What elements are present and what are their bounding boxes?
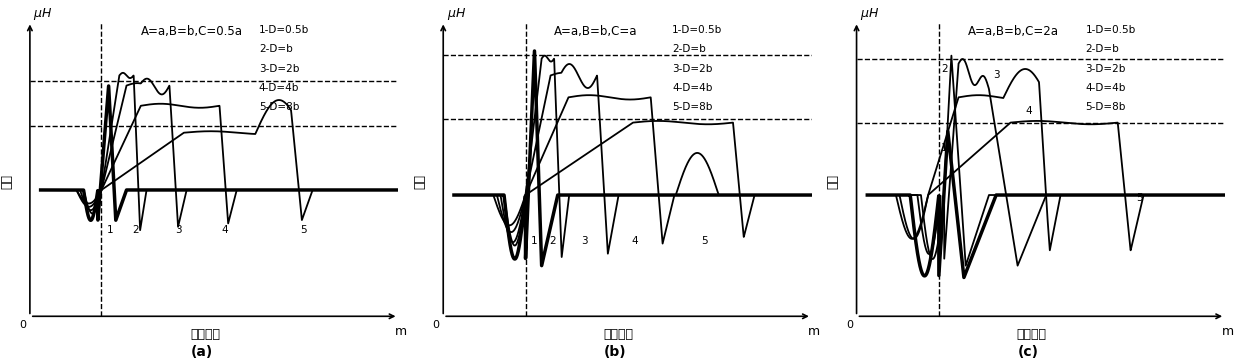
Text: 4-D=4b: 4-D=4b	[1085, 83, 1126, 93]
Text: 1-D=0.5b: 1-D=0.5b	[672, 25, 723, 35]
Text: 3: 3	[993, 70, 999, 81]
Text: m: m	[1221, 325, 1234, 338]
Text: 5: 5	[300, 225, 308, 235]
Text: A=a,B=b,C=a: A=a,B=b,C=a	[554, 25, 637, 38]
Text: $\mu H$: $\mu H$	[33, 5, 52, 21]
Text: 3: 3	[175, 225, 182, 235]
Text: 5-D=8b: 5-D=8b	[259, 102, 299, 113]
Text: 3-D=2b: 3-D=2b	[1085, 64, 1126, 74]
Text: m: m	[394, 325, 407, 338]
Text: 5: 5	[701, 236, 708, 245]
Text: 2-D=b: 2-D=b	[1085, 44, 1120, 54]
Text: 4-D=4b: 4-D=4b	[259, 83, 299, 93]
Text: 水平位移: 水平位移	[190, 328, 221, 341]
Text: 4: 4	[222, 225, 228, 235]
Text: m: m	[808, 325, 821, 338]
Text: 2-D=b: 2-D=b	[259, 44, 293, 54]
Text: 0: 0	[846, 320, 853, 330]
Text: 5-D=8b: 5-D=8b	[1085, 102, 1126, 113]
Text: 1: 1	[531, 236, 538, 245]
Text: 1-D=0.5b: 1-D=0.5b	[1085, 25, 1136, 35]
Text: (a): (a)	[191, 345, 213, 359]
Text: 互感: 互感	[827, 174, 839, 189]
Text: (b): (b)	[604, 345, 626, 359]
Text: 1-D=0.5b: 1-D=0.5b	[259, 25, 309, 35]
Text: 2: 2	[549, 236, 556, 245]
Text: 互感: 互感	[0, 174, 14, 189]
Text: A=a,B=b,C=0.5a: A=a,B=b,C=0.5a	[141, 25, 243, 38]
Text: 1: 1	[941, 143, 947, 153]
Text: 2: 2	[133, 225, 139, 235]
Text: 4-D=4b: 4-D=4b	[672, 83, 713, 93]
Text: 3-D=2b: 3-D=2b	[672, 64, 713, 74]
Text: 0: 0	[433, 320, 440, 330]
Text: 1: 1	[107, 225, 114, 235]
Text: 4: 4	[631, 236, 637, 245]
Text: 4: 4	[1025, 106, 1032, 116]
Text: $\mu H$: $\mu H$	[446, 5, 466, 21]
Text: 2-D=b: 2-D=b	[672, 44, 706, 54]
Text: 3-D=2b: 3-D=2b	[259, 64, 299, 74]
Text: 5-D=8b: 5-D=8b	[672, 102, 713, 113]
Text: 5: 5	[1136, 193, 1142, 203]
Text: (c): (c)	[1018, 345, 1039, 359]
Text: 水平位移: 水平位移	[604, 328, 634, 341]
Text: A=a,B=b,C=2a: A=a,B=b,C=2a	[967, 25, 1059, 38]
Text: 3: 3	[582, 236, 588, 245]
Text: 水平位移: 水平位移	[1017, 328, 1047, 341]
Text: $\mu H$: $\mu H$	[861, 5, 879, 21]
Text: 0: 0	[20, 320, 26, 330]
Text: 2: 2	[941, 64, 947, 74]
Text: 互感: 互感	[413, 174, 427, 189]
